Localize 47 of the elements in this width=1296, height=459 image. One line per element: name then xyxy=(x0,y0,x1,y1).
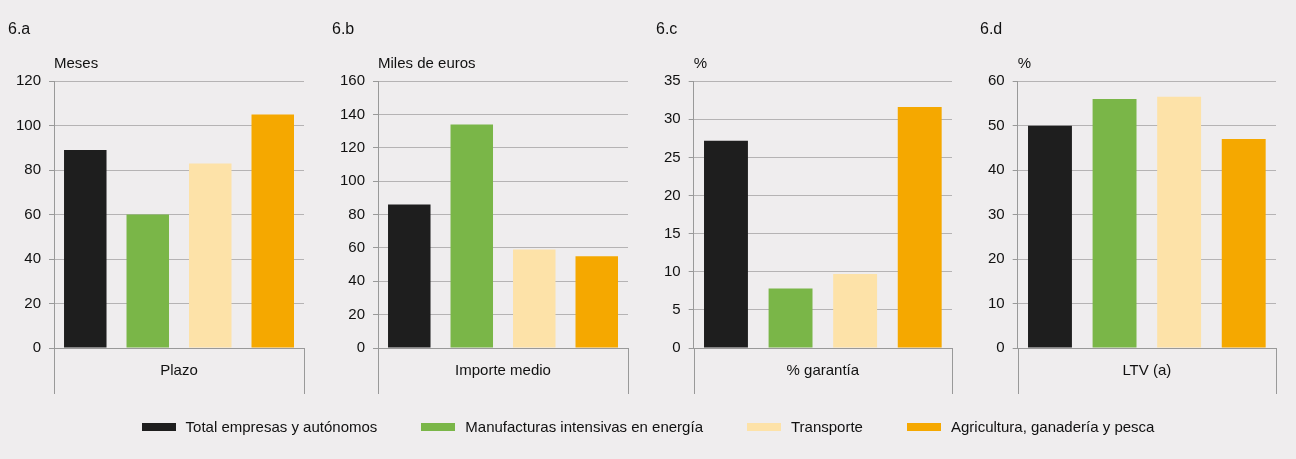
y-tick-label: 20 xyxy=(348,304,366,322)
y-tick-label: 35 xyxy=(664,71,681,89)
legend-label: Manufacturas intensivas en energía xyxy=(465,418,703,435)
y-tick-label: 40 xyxy=(24,249,42,267)
x-axis-title: Importe medio xyxy=(455,361,551,379)
y-tick-label: 0 xyxy=(996,338,1005,356)
y-tick-label: 5 xyxy=(672,300,681,318)
y-axis-title: Meses xyxy=(54,53,99,71)
y-axis-title: % xyxy=(693,53,708,71)
y-tick-label: 120 xyxy=(340,138,366,156)
legend-label: Total empresas y autónomos xyxy=(185,418,378,435)
chart-title: 6.c xyxy=(656,20,678,38)
x-axis-title: Plazo xyxy=(160,361,198,379)
y-tick-label: 100 xyxy=(16,115,42,133)
y-tick-label: 140 xyxy=(340,104,366,122)
y-tick-label: 20 xyxy=(664,185,681,203)
legend-label: Transporte xyxy=(790,418,863,435)
y-tick-label: 15 xyxy=(664,223,681,241)
y-tick-label: 60 xyxy=(988,71,1005,89)
y-tick-label: 10 xyxy=(664,261,681,279)
y-tick-label: 40 xyxy=(988,160,1005,178)
y-tick-label: 20 xyxy=(24,293,42,311)
y-tick-label: 100 xyxy=(340,171,366,189)
y-axis-title: Miles de euros xyxy=(378,53,476,71)
y-tick-label: 50 xyxy=(988,115,1005,133)
y-tick-label: 30 xyxy=(664,109,681,127)
y-tick-label: 60 xyxy=(348,238,366,256)
x-axis-title: LTV (a) xyxy=(1122,361,1172,379)
y-tick-label: 160 xyxy=(340,71,366,89)
y-tick-label: 0 xyxy=(356,338,366,356)
y-tick-label: 80 xyxy=(348,204,366,222)
y-tick-label: 0 xyxy=(32,338,42,356)
y-tick-label: 40 xyxy=(348,271,366,289)
y-tick-label: 80 xyxy=(24,160,42,178)
y-tick-label: 60 xyxy=(24,204,42,222)
y-tick-label: 20 xyxy=(988,249,1005,267)
y-axis-title: % xyxy=(1017,53,1032,71)
x-axis-title: % garantía xyxy=(786,361,860,379)
y-tick-label: 25 xyxy=(664,147,681,165)
y-tick-label: 30 xyxy=(988,204,1005,222)
y-tick-label: 120 xyxy=(16,71,42,89)
chart-title: 6.b xyxy=(332,20,355,38)
legend-label: Agricultura, ganadería y pesca xyxy=(950,418,1155,435)
y-tick-label: 0 xyxy=(672,338,681,356)
chart-title: 6.d xyxy=(980,20,1003,38)
chart-title: 6.a xyxy=(8,20,31,38)
y-tick-label: 10 xyxy=(988,293,1005,311)
